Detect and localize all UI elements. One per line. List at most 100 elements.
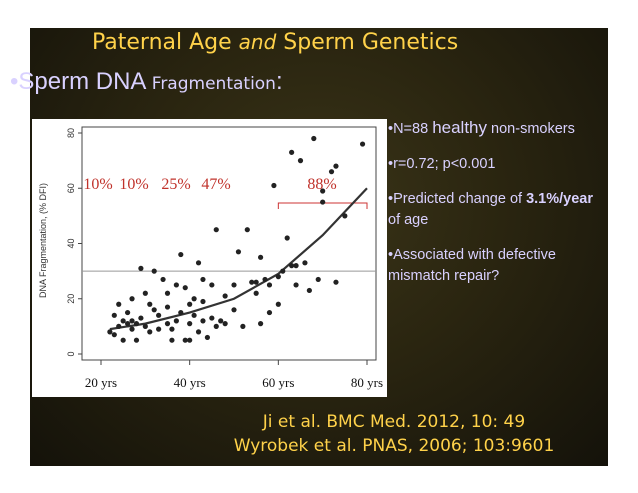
y-tick-label: 60 (66, 183, 76, 193)
data-point (218, 318, 224, 324)
heading-rest: Fragmentation (151, 74, 276, 94)
title-part-2: Sperm Genetics (276, 30, 459, 55)
data-point (240, 323, 246, 329)
y-tick-label: 20 (66, 294, 76, 304)
data-point (315, 276, 321, 283)
data-point (116, 301, 122, 307)
data-point (129, 296, 135, 302)
data-point (258, 321, 264, 327)
data-point (280, 268, 286, 274)
data-point (120, 337, 126, 343)
data-point (297, 158, 304, 164)
data-point (111, 312, 117, 318)
data-point (169, 326, 175, 332)
data-point (107, 329, 113, 335)
data-point (111, 332, 117, 338)
data-point (187, 321, 193, 327)
data-point (182, 337, 188, 343)
slide-title: Paternal Age and Sperm Genetics (92, 30, 512, 55)
data-point (258, 254, 264, 260)
annotation-percent: 88% (307, 176, 336, 193)
data-point (147, 301, 153, 307)
bullet-sample: •N=88 healthy non-smokers (388, 117, 598, 140)
data-point (147, 329, 153, 335)
data-point (333, 279, 339, 285)
bullet-predicted-bold: 3.1%/year (526, 191, 594, 207)
x-tick-label: 60 yrs (262, 375, 294, 390)
data-point (320, 199, 326, 205)
data-point (289, 149, 295, 155)
data-point (359, 141, 366, 147)
data-point (173, 282, 179, 288)
bullet-list: •N=88 healthy non-smokers •r=0.72; p<0.0… (388, 117, 598, 301)
data-point (129, 326, 135, 332)
data-point (231, 282, 237, 288)
data-point (342, 213, 348, 219)
bullet-sample-big: healthy (432, 118, 488, 137)
data-point (328, 169, 335, 175)
scatter-plot-svg: 0 20 40 60 80 DNA Fragmentation, (% DFI) 20 yr… (38, 126, 383, 390)
data-point (142, 290, 148, 296)
data-point (209, 282, 215, 288)
data-point (195, 260, 202, 266)
data-point (133, 321, 140, 327)
data-point (138, 265, 144, 271)
data-point (302, 260, 308, 266)
bullet-repair: •Associated with defective mismatch repa… (388, 247, 556, 284)
heading-colon: : (275, 68, 283, 95)
data-point (253, 290, 259, 296)
annotation-percent: 25% (161, 176, 190, 193)
data-point (120, 318, 126, 324)
data-point (187, 337, 193, 343)
data-point (209, 315, 215, 321)
data-point (133, 337, 140, 343)
heading-bullet: •Sperm DNA (10, 68, 152, 95)
data-point (306, 287, 312, 294)
data-point (125, 321, 131, 327)
data-point (169, 337, 175, 343)
data-point (253, 279, 259, 285)
bullet-predicted-pre: •Predicted change of (388, 191, 527, 207)
data-point (244, 227, 250, 233)
annotation-percent: 10% (83, 176, 112, 193)
annotation-percent: 47% (201, 176, 230, 193)
data-point (293, 282, 299, 288)
y-axis-label: DNA Fragmentation, (% DFI) (38, 183, 48, 298)
data-point (178, 251, 184, 258)
data-point (142, 323, 148, 329)
data-point (191, 312, 197, 318)
title-italic: and (238, 30, 277, 54)
data-point (178, 309, 184, 316)
data-point (266, 282, 273, 288)
data-point (182, 285, 188, 291)
references: Ji et al. BMC Med. 2012, 10: 49 Wyrobek … (30, 410, 608, 458)
data-point (204, 334, 210, 341)
data-point (151, 307, 157, 313)
bullet-sample-pre: •N=88 (388, 121, 433, 137)
data-point (191, 296, 197, 302)
bullet-heading: •Sperm DNA Fragmentation: (10, 68, 283, 96)
data-point (262, 276, 268, 283)
data-point (249, 279, 255, 285)
reference-1: Ji et al. BMC Med. 2012, 10: 49 (262, 412, 526, 432)
data-point (266, 309, 273, 316)
bullet-predicted: •Predicted change of 3.1%/year of age (388, 189, 598, 231)
x-tick-label: 20 yrs (85, 375, 117, 390)
bullet-correlation: •r=0.72; p<0.001 (388, 156, 496, 172)
data-point (187, 301, 193, 307)
data-point (151, 268, 157, 274)
data-point (164, 321, 171, 327)
data-point (320, 188, 326, 194)
data-point (125, 309, 131, 316)
y-tick-label: 0 (66, 351, 76, 356)
data-point (293, 263, 299, 269)
data-point (222, 293, 228, 299)
y-tick-label: 80 (66, 128, 76, 138)
data-point (231, 307, 237, 313)
reference-2: Wyrobek et al. PNAS, 2006; 103:9601 (233, 436, 555, 456)
data-point (289, 263, 295, 269)
bullet-sample-post: non-smokers (487, 121, 575, 137)
data-point (333, 163, 339, 169)
scatter-chart: 0 20 40 60 80 DNA Fragmentation, (% DFI) 20 yr… (32, 119, 387, 397)
data-point (173, 318, 179, 324)
